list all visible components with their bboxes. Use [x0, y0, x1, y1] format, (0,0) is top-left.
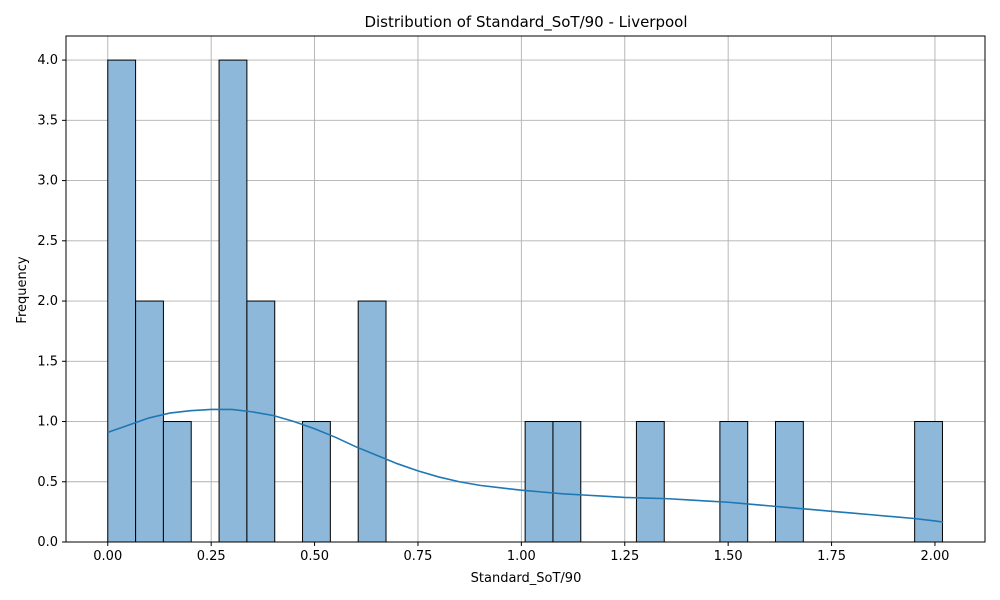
histogram-bar — [524, 421, 554, 543]
histogram-bar — [302, 421, 331, 543]
y-axis-label: Frequency — [15, 256, 30, 323]
x-tick-label: 0.75 — [403, 549, 432, 564]
histogram-bar — [162, 421, 192, 543]
histogram-bar — [357, 300, 387, 543]
histogram-bar — [107, 59, 137, 543]
y-tick-label: 4.0 — [37, 53, 58, 68]
y-tick-label: 3.0 — [37, 174, 58, 189]
x-tick-label: 1.75 — [817, 549, 846, 564]
y-tick-label: 0.5 — [37, 475, 58, 490]
histogram-bar — [246, 300, 276, 543]
chart-title: Distribution of Standard_SoT/90 - Liverp… — [364, 13, 687, 32]
y-tick-label: 0.0 — [37, 535, 58, 550]
plot-frame — [65, 35, 986, 543]
x-tick-label: 1.25 — [610, 549, 639, 564]
y-tick-label: 2.0 — [37, 294, 58, 309]
y-tick-label: 1.0 — [37, 415, 58, 430]
y-tick-label: 1.5 — [37, 354, 58, 369]
x-tick-label: 0.50 — [300, 549, 329, 564]
x-tick-label: 0.00 — [93, 549, 122, 564]
histogram-bar — [635, 421, 665, 543]
x-tick-label: 1.00 — [507, 549, 536, 564]
x-axis-ticks: 0.00 0.25 0.50 0.75 1.00 1.25 1.50 1.75 2.00 — [93, 542, 949, 564]
y-tick-label: 3.5 — [37, 113, 58, 128]
kde-curve-group — [107, 408, 944, 523]
histogram-bar — [218, 59, 248, 543]
x-tick-label: 0.25 — [197, 549, 226, 564]
x-tick-label: 1.50 — [714, 549, 743, 564]
x-tick-label: 2.00 — [920, 549, 949, 564]
histogram-bar — [914, 421, 943, 543]
x-axis-label: Standard_SoT/90 — [471, 571, 582, 586]
histogram-bar — [719, 421, 749, 543]
histogram-bar — [775, 421, 804, 543]
y-tick-label: 2.5 — [37, 234, 58, 249]
axes — [65, 35, 986, 543]
histogram-bar — [552, 421, 582, 543]
kde-curve — [107, 408, 944, 523]
y-axis-ticks: 0.0 0.5 1.0 1.5 2.0 2.5 3.0 3.5 4.0 — [37, 53, 66, 550]
